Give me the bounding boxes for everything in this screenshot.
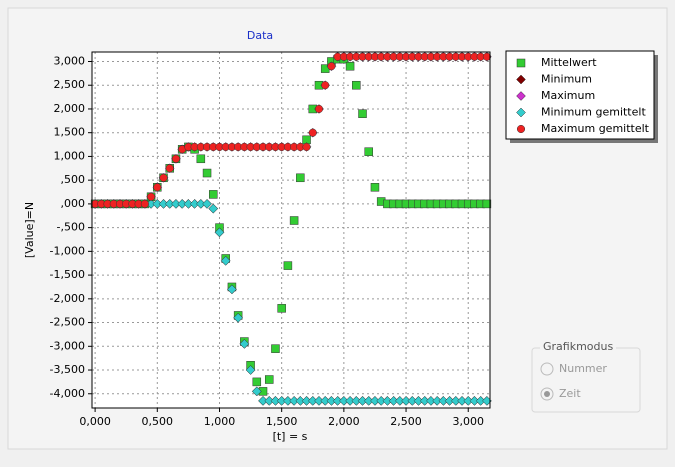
marker-square	[283, 261, 293, 270]
marker-diamond	[239, 339, 250, 349]
marker-circle	[327, 62, 336, 71]
chart-title: Data	[247, 29, 273, 42]
legend	[505, 50, 655, 140]
marker-circle	[159, 173, 168, 182]
y-tick-label: 2,000	[54, 102, 86, 115]
marker-square	[209, 190, 218, 199]
x-tick-label: 0,500	[142, 415, 174, 428]
y-tick-label: -3,500	[50, 363, 85, 376]
y-axis-label: [Value]=N	[23, 202, 36, 258]
legend-label: Mittelwert	[541, 56, 597, 69]
marker-circle	[482, 52, 491, 61]
marker-circle	[147, 192, 156, 201]
x-tick-label: 1,000	[204, 415, 236, 428]
marker-square	[358, 109, 367, 118]
x-tick-label: 1,500	[266, 415, 298, 428]
marker-diamond	[208, 203, 219, 214]
y-tick-label: 1,000	[54, 149, 86, 162]
radio-label[interactable]: Nummer	[559, 362, 607, 375]
marker-diamond	[202, 199, 212, 209]
marker-square	[289, 216, 299, 225]
marker-square	[352, 80, 361, 90]
marker-diamond	[220, 255, 231, 266]
y-tick-label: -3,000	[50, 339, 85, 352]
group-box-title: Grafikmodus	[543, 340, 613, 353]
marker-square	[271, 344, 280, 353]
radio-nummer[interactable]	[540, 362, 554, 376]
y-tick-label: -2,000	[50, 292, 85, 305]
radio-label[interactable]: Zeit	[559, 387, 581, 400]
legend-label: Minimum gemittelt	[541, 106, 646, 119]
y-tick-label: ,000	[61, 197, 86, 210]
y-tick-label: -1,000	[50, 244, 85, 257]
marker-square	[345, 61, 355, 71]
marker-square	[482, 199, 492, 209]
radio-dot	[544, 391, 550, 397]
x-tick-label: 2,000	[328, 415, 360, 428]
marker-square	[296, 173, 305, 183]
marker-square	[277, 304, 286, 313]
marker-circle	[321, 81, 330, 90]
x-tick-label: 0,000	[79, 415, 111, 428]
legend-items: Mittelwert Minimum Maximum Minimum gemittel…	[516, 56, 650, 135]
marker-circle	[314, 104, 324, 114]
group-box-title-bg	[540, 340, 616, 354]
y-tick-label: 3,000	[54, 54, 86, 67]
y-tick-label: -1,500	[50, 268, 85, 281]
marker-square	[370, 183, 380, 192]
y-tick-label: 2,500	[54, 78, 86, 91]
legend-label: Minimum	[541, 73, 592, 86]
marker-diamond	[516, 107, 526, 118]
marker-square	[196, 154, 206, 164]
marker-diamond	[251, 386, 262, 397]
marker-circle	[302, 142, 311, 151]
marker-diamond	[516, 74, 526, 85]
marker-square	[252, 377, 262, 387]
marker-diamond	[227, 284, 237, 295]
y-tick-label: 1,500	[54, 126, 86, 139]
y-tick-label: ,500	[61, 173, 86, 186]
marker-square	[516, 58, 526, 68]
x-axis-label: [t] = s	[273, 430, 308, 443]
marker-diamond	[214, 227, 225, 238]
plot-frame	[91, 51, 491, 409]
y-tick-label: -,500	[57, 221, 85, 234]
y-tick-label: -2,500	[50, 316, 85, 329]
marks	[90, 51, 492, 406]
legend-label: Maximum gemittelt	[541, 122, 650, 135]
marker-square	[264, 375, 274, 384]
marker-circle	[308, 128, 317, 137]
marker-diamond	[245, 365, 256, 375]
y-tick-label: -4,000	[50, 387, 85, 400]
marker-circle	[516, 124, 526, 134]
plot-area	[92, 52, 490, 408]
marker-square	[202, 168, 212, 178]
marker-circle	[140, 199, 149, 208]
marker-circle	[171, 154, 181, 163]
marker-diamond	[516, 91, 526, 101]
x-tick-label: 3,000	[452, 415, 484, 428]
legend-label: Maximum	[541, 89, 595, 102]
x-tick-label: 2,500	[390, 415, 422, 428]
marker-circle	[153, 183, 162, 192]
marker-circle	[165, 164, 174, 173]
marker-square	[364, 147, 373, 156]
marker-diamond	[233, 312, 243, 323]
